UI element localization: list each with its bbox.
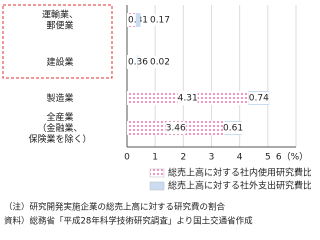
bar-segment [137,55,138,69]
value-label-bg [177,92,198,104]
highlight-box [2,4,113,79]
value-label: 0.02 [150,58,170,68]
value-label: 0.61 [223,124,243,134]
x-tick-label: 0 [124,153,130,163]
bar-segment [135,13,141,27]
y-tick-label: 製造業 [46,92,73,104]
x-tick-label: 4 [237,153,243,163]
legend-swatch [149,168,165,178]
value-label-bg [165,122,186,134]
y-tick-label: 建設業 [46,56,73,68]
source: 資料）総務省「平成28年科学技術研究調査」より国土交通省作成 [4,216,253,227]
legend-label: 総売上高に対する社外支出研究費比率 [168,180,311,192]
x-tick-label: 1 [152,153,158,163]
value-label-bg [150,56,170,68]
value-label-bg [150,14,170,26]
legend-label: 総売上高に対する社内使用研究費比率 [168,167,311,179]
x-tick-label: 5 [265,153,271,163]
legend-swatch [149,181,165,191]
x-tick-label: 2 [180,153,186,163]
value-label-bg [248,92,269,104]
y-tick-label: 全産業（金融業、保険業を除く） [28,111,91,145]
chart: （注）研究開発実施企業の総売上高に対する研究費の割合 資料）総務省「平成28年科… [2,4,311,227]
value-label: 0.36 [128,58,148,68]
y-tick-label: 運輸業、郵便業 [42,8,78,31]
x-tick-label: 3 [209,153,215,163]
value-label: 0.17 [150,16,170,26]
value-label: 0.74 [249,94,269,104]
value-label-bg [223,122,244,134]
value-label: 4.31 [178,94,198,104]
x-tick-label: 6（%） [276,152,308,163]
note: （注）研究開発実施企業の総売上高に対する研究費の割合 [4,202,226,213]
value-label: 3.46 [166,124,186,134]
value-label-bg [128,56,148,68]
